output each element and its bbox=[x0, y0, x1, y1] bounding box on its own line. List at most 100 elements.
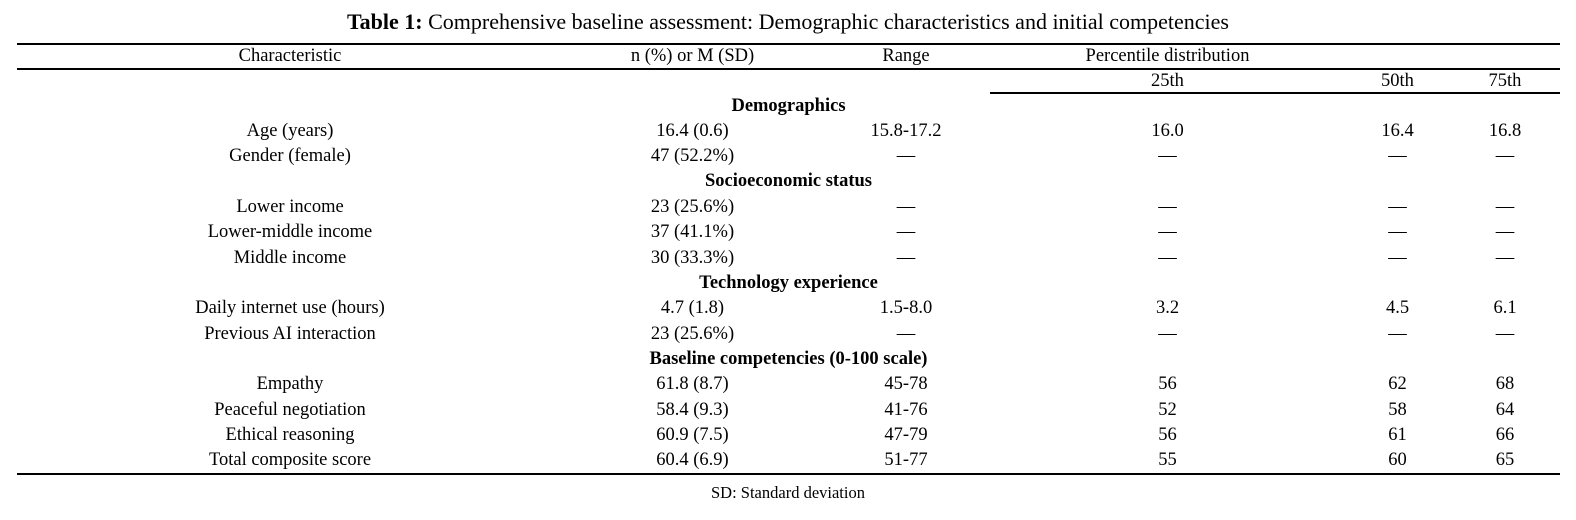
value-cell: 55 bbox=[990, 448, 1345, 475]
table-row: Total composite score 60.4 (6.9) 51-77 55 60… bbox=[17, 448, 1560, 475]
empty-header-cell bbox=[17, 69, 563, 93]
characteristic-cell: Ethical reasoning bbox=[225, 425, 355, 446]
value-cell: 1.5-8.0 bbox=[879, 298, 933, 319]
table-row: Empathy 61.8 (8.7) 45-78 56 62 68 bbox=[17, 372, 1560, 397]
value-cell: 4.5 bbox=[1385, 298, 1410, 319]
table-row: Lower income 23 (25.6%) — — — — bbox=[17, 195, 1560, 220]
value-cell: 6.1 bbox=[1493, 298, 1517, 319]
table-row: Middle income 30 (33.3%) — — — — bbox=[17, 245, 1560, 270]
value-cell: 58 bbox=[1388, 399, 1407, 420]
value-cell: — bbox=[1388, 247, 1407, 268]
value-cell: — bbox=[1495, 145, 1515, 166]
section-row: Baseline competencies (0-100 scale) bbox=[17, 347, 1560, 372]
section-row: Socioeconomic status bbox=[17, 169, 1560, 194]
value-cell: 47 (52.2%) bbox=[650, 145, 735, 166]
value-cell: — bbox=[1495, 196, 1515, 217]
empty-header-cell bbox=[563, 69, 822, 93]
table-row: Daily internet use (hours) 4.7 (1.8) 1.5-8… bbox=[17, 296, 1560, 321]
value-cell: 61 bbox=[1388, 425, 1407, 446]
value-cell: — bbox=[1158, 222, 1177, 243]
header-row-main: Characteristic n (%) or M (SD) Range Per… bbox=[17, 43, 1560, 70]
empty-header-cell bbox=[1450, 43, 1560, 70]
section-header: Socioeconomic status bbox=[705, 171, 872, 192]
value-cell: — bbox=[1495, 247, 1515, 268]
section-row: Demographics bbox=[17, 93, 1560, 118]
table-caption-text: Comprehensive baseline assessment: Demog… bbox=[422, 9, 1229, 34]
characteristic-cell: Empathy bbox=[256, 374, 324, 395]
col-header-percentile-group: Percentile distribution bbox=[990, 43, 1345, 70]
col-header-25th: 25th bbox=[990, 69, 1345, 94]
col-header-75th: 75th bbox=[1450, 69, 1560, 94]
characteristic-cell: Total composite score bbox=[17, 448, 563, 475]
value-cell: 66 bbox=[1495, 425, 1515, 446]
section-header: Demographics bbox=[731, 95, 846, 116]
characteristic-cell: Gender (female) bbox=[229, 145, 351, 166]
characteristic-cell: Lower-middle income bbox=[207, 222, 373, 243]
value-cell: — bbox=[1495, 323, 1515, 344]
table-row: Gender (female) 47 (52.2%) — — — — bbox=[17, 144, 1560, 169]
table-row: Age (years) 16.4 (0.6) 15.8-17.2 16.0 16.4 16… bbox=[17, 118, 1560, 143]
value-cell: — bbox=[896, 323, 916, 344]
value-cell: 4.7 (1.8) bbox=[660, 298, 725, 319]
value-cell: — bbox=[1388, 196, 1407, 217]
value-cell: 60.4 (6.9) bbox=[563, 448, 822, 475]
value-cell: 15.8-17.2 bbox=[870, 120, 942, 141]
value-cell: 16.4 bbox=[1381, 120, 1414, 141]
col-header-50th: 50th bbox=[1345, 69, 1450, 94]
value-cell: — bbox=[896, 222, 916, 243]
table-body: Demographics Age (years) 16.4 (0.6) 15.8-17… bbox=[17, 93, 1560, 475]
table-footnote: SD: Standard deviation bbox=[711, 482, 865, 502]
characteristic-cell: Previous AI interaction bbox=[204, 323, 376, 344]
characteristic-cell: Daily internet use (hours) bbox=[195, 298, 385, 319]
value-cell: — bbox=[1388, 145, 1407, 166]
value-cell: 23 (25.6%) bbox=[650, 196, 735, 217]
value-cell: 16.4 (0.6) bbox=[656, 120, 729, 141]
value-cell: 47-79 bbox=[884, 425, 928, 446]
characteristic-cell: Middle income bbox=[233, 247, 347, 268]
value-cell: 60 bbox=[1345, 448, 1450, 475]
value-cell: — bbox=[1158, 323, 1177, 344]
value-cell: — bbox=[1388, 323, 1407, 344]
col-header-range: Range bbox=[822, 43, 990, 70]
value-cell: — bbox=[1495, 222, 1515, 243]
table-row: Previous AI interaction 23 (25.6%) — — — — bbox=[17, 322, 1560, 347]
table-row: Lower-middle income 37 (41.1%) — — — — bbox=[17, 220, 1560, 245]
value-cell: 30 (33.3%) bbox=[650, 247, 735, 268]
value-cell: — bbox=[896, 247, 916, 268]
value-cell: 68 bbox=[1495, 374, 1515, 395]
value-cell: 37 (41.1%) bbox=[650, 222, 735, 243]
value-cell: 52 bbox=[1158, 399, 1177, 420]
table-caption-label: Table 1: bbox=[347, 9, 423, 34]
value-cell: 56 bbox=[1158, 374, 1177, 395]
section-header: Technology experience bbox=[699, 272, 878, 293]
section-row: Technology experience bbox=[17, 271, 1560, 296]
value-cell: — bbox=[896, 196, 916, 217]
value-cell: 65 bbox=[1450, 448, 1560, 475]
value-cell: 62 bbox=[1388, 374, 1407, 395]
value-cell: — bbox=[1158, 145, 1177, 166]
empty-header-cell bbox=[1345, 43, 1450, 70]
table-row: Ethical reasoning 60.9 (7.5) 47-79 56 61 66 bbox=[17, 423, 1560, 448]
characteristic-cell: Lower income bbox=[236, 196, 344, 217]
empty-header-cell bbox=[822, 69, 990, 93]
value-cell: — bbox=[896, 145, 916, 166]
value-cell: — bbox=[1388, 222, 1407, 243]
value-cell: 23 (25.6%) bbox=[650, 323, 735, 344]
characteristic-cell: Age (years) bbox=[246, 120, 334, 141]
section-header: Baseline competencies (0-100 scale) bbox=[649, 349, 928, 370]
value-cell: 41-76 bbox=[884, 399, 928, 420]
value-cell: 58.4 (9.3) bbox=[656, 399, 729, 420]
value-cell: 56 bbox=[1158, 425, 1177, 446]
col-header-n-or-m: n (%) or M (SD) bbox=[563, 43, 822, 70]
value-cell: — bbox=[1158, 247, 1177, 268]
baseline-assessment-table: Characteristic n (%) or M (SD) Range Per… bbox=[17, 43, 1560, 475]
characteristic-cell: Peaceful negotiation bbox=[214, 399, 366, 420]
value-cell: 64 bbox=[1495, 399, 1515, 420]
value-cell: — bbox=[1158, 196, 1177, 217]
value-cell: 16.0 bbox=[1151, 120, 1184, 141]
table-caption: Table 1: Comprehensive baseline assessme… bbox=[0, 0, 1576, 43]
col-header-characteristic: Characteristic bbox=[17, 43, 563, 70]
value-cell: 45-78 bbox=[884, 374, 928, 395]
header-row-percentiles: 25th 50th 75th bbox=[17, 69, 1560, 94]
